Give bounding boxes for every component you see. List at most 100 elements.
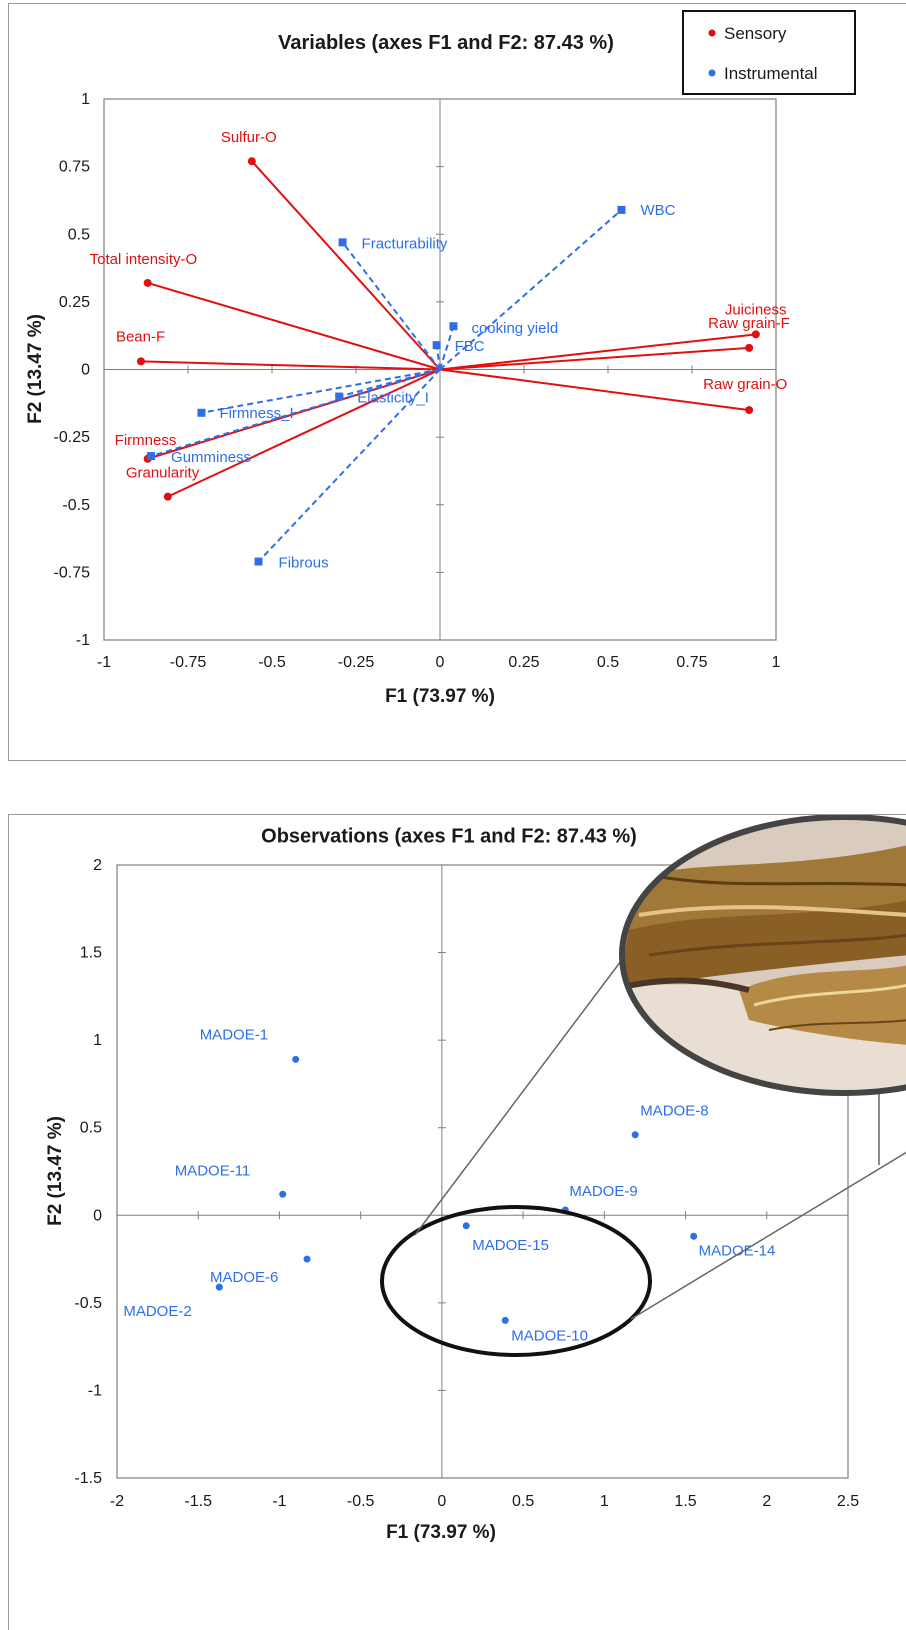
- y-axis-title: F2 (13.47 %): [25, 314, 46, 424]
- y-axis-title: F2 (13.47 %): [45, 1116, 66, 1226]
- photo-fiber-line-4: [753, 983, 906, 1007]
- x-tick-label: -1: [97, 654, 111, 671]
- y-tick-label: 0.5: [68, 226, 90, 243]
- marker-gumminess: [147, 452, 156, 461]
- marker-sulfur-o: [247, 157, 256, 166]
- highlight-ellipse: [380, 1205, 652, 1357]
- vector-bean-f: [140, 360, 441, 371]
- label-madoe-1: MADOE-1: [200, 1026, 268, 1043]
- point-madoe-8: [631, 1131, 639, 1139]
- vector-firmness-i: [201, 368, 441, 414]
- label-madoe-2: MADOE-2: [123, 1303, 191, 1320]
- point-madoe-1: [292, 1055, 300, 1063]
- label-sulfur-o: Sulfur-O: [221, 129, 277, 146]
- y-tick-label: -1.5: [74, 1470, 102, 1487]
- y-tick-label: 1: [81, 91, 90, 108]
- y-tick-label: -0.75: [54, 564, 91, 581]
- x-tick-label: -0.5: [258, 654, 286, 671]
- label-madoe-11: MADOE-11: [175, 1162, 251, 1179]
- observations-chart-panel: Observations (axes F1 and F2: 87.43 %) -2…: [8, 814, 906, 1630]
- photo-fiber-line-5: [768, 1019, 906, 1031]
- magnified-photo-inset: [622, 817, 906, 1093]
- label-raw-grain-f: Raw grain-F: [708, 315, 790, 332]
- x-tick-label: -2: [110, 1493, 124, 1510]
- label-bean-f: Bean-F: [116, 328, 165, 345]
- zoom-connector-lower: [630, 1151, 906, 1320]
- y-tick-label: 1.5: [80, 945, 102, 962]
- vector-juiciness: [439, 333, 756, 371]
- point-madoe-11: [279, 1190, 287, 1198]
- legend-label-instrumental: Instrumental: [724, 64, 818, 83]
- marker-total-intensity-o: [143, 278, 152, 287]
- label-madoe-14: MADOE-14: [699, 1242, 776, 1259]
- marker-raw-grain-f: [745, 343, 754, 352]
- label-firmness-i: Firmness_I: [219, 405, 293, 422]
- label-juiciness: Juiciness: [725, 301, 787, 318]
- y-tick-label: -0.25: [54, 429, 91, 446]
- vector-raw-grain-o: [439, 368, 750, 412]
- y-tick-label: -0.5: [62, 497, 90, 514]
- marker-elasticity-i: [335, 392, 344, 401]
- chart-title: Observations (axes F1 and F2: 87.43 %): [261, 826, 637, 848]
- y-tick-label: 1: [93, 1032, 102, 1049]
- y-tick-label: 0.25: [59, 294, 90, 311]
- vector-elasticity-i: [338, 368, 441, 398]
- x-tick-label: -1.5: [184, 1493, 212, 1510]
- point-madoe-2: [215, 1283, 223, 1291]
- label-elasticity-i: Elasticity_I: [357, 390, 429, 407]
- label-wbc: WBC: [640, 202, 675, 219]
- point-madoe-15: [462, 1222, 470, 1230]
- vector-fracturability: [341, 241, 441, 371]
- vector-total-intensity-o: [147, 281, 441, 371]
- vector-cooking-yield: [439, 325, 455, 370]
- y-tick-label: -0.5: [74, 1295, 102, 1312]
- label-fracturability: Fracturability: [362, 235, 448, 252]
- point-madoe-14: [690, 1232, 698, 1240]
- x-tick-label: 0: [436, 654, 445, 671]
- label-madoe-9: MADOE-9: [569, 1183, 637, 1200]
- legend-box: [682, 10, 856, 95]
- x-tick-label: 2.5: [837, 1493, 859, 1510]
- legend-label-sensory: Sensory: [724, 24, 787, 43]
- marker-fbc: [432, 341, 441, 350]
- label-madoe-15: MADOE-15: [472, 1237, 549, 1254]
- y-tick-label: -1: [76, 632, 90, 649]
- x-tick-label: 0.75: [676, 654, 707, 671]
- photo-fiber-line-2: [638, 905, 906, 917]
- label-raw-grain-o: Raw grain-O: [703, 376, 787, 393]
- x-tick-label: 1: [772, 654, 781, 671]
- label-cooking-yield: cooking yield: [471, 320, 558, 337]
- label-madoe-10: MADOE-10: [511, 1327, 588, 1344]
- label-gumminess: Gumminess: [171, 449, 251, 466]
- marker-bean-f: [136, 357, 145, 366]
- y-tick-label: 0.5: [80, 1120, 102, 1137]
- x-tick-label: -1: [272, 1493, 286, 1510]
- vector-raw-grain-f: [439, 346, 750, 371]
- marker-firmness-i: [197, 408, 206, 417]
- x-tick-label: 0.25: [508, 654, 539, 671]
- vector-granularity: [167, 368, 441, 498]
- vector-fibrous: [257, 368, 441, 563]
- y-tick-label: 2: [93, 857, 102, 874]
- vector-fbc: [435, 345, 441, 370]
- x-tick-label: -0.5: [347, 1493, 375, 1510]
- marker-juiciness: [751, 330, 760, 339]
- zoom-connector-upper: [414, 960, 622, 1236]
- point-madoe-6: [303, 1255, 311, 1263]
- x-tick-label: -0.75: [170, 654, 207, 671]
- x-tick-label: 2: [762, 1493, 771, 1510]
- vector-gumminess: [150, 368, 441, 458]
- plot-frame: [116, 864, 849, 1479]
- label-madoe-6: MADOE-6: [210, 1269, 278, 1286]
- marker-fracturability: [338, 238, 347, 247]
- label-firmness: Firmness: [115, 432, 177, 449]
- chart-title: Variables (axes F1 and F2: 87.43 %): [278, 32, 614, 54]
- marker-wbc: [617, 205, 626, 214]
- vector-sulfur-o: [251, 160, 441, 371]
- x-tick-label: 0.5: [597, 654, 619, 671]
- observations-scatter: Observations (axes F1 and F2: 87.43 %) -2…: [45, 815, 906, 1543]
- inset-border: [619, 815, 906, 1096]
- label-fibrous: Fibrous: [279, 555, 329, 572]
- legend-marker-sensory: [708, 29, 716, 37]
- y-tick-label: 0: [93, 1207, 102, 1224]
